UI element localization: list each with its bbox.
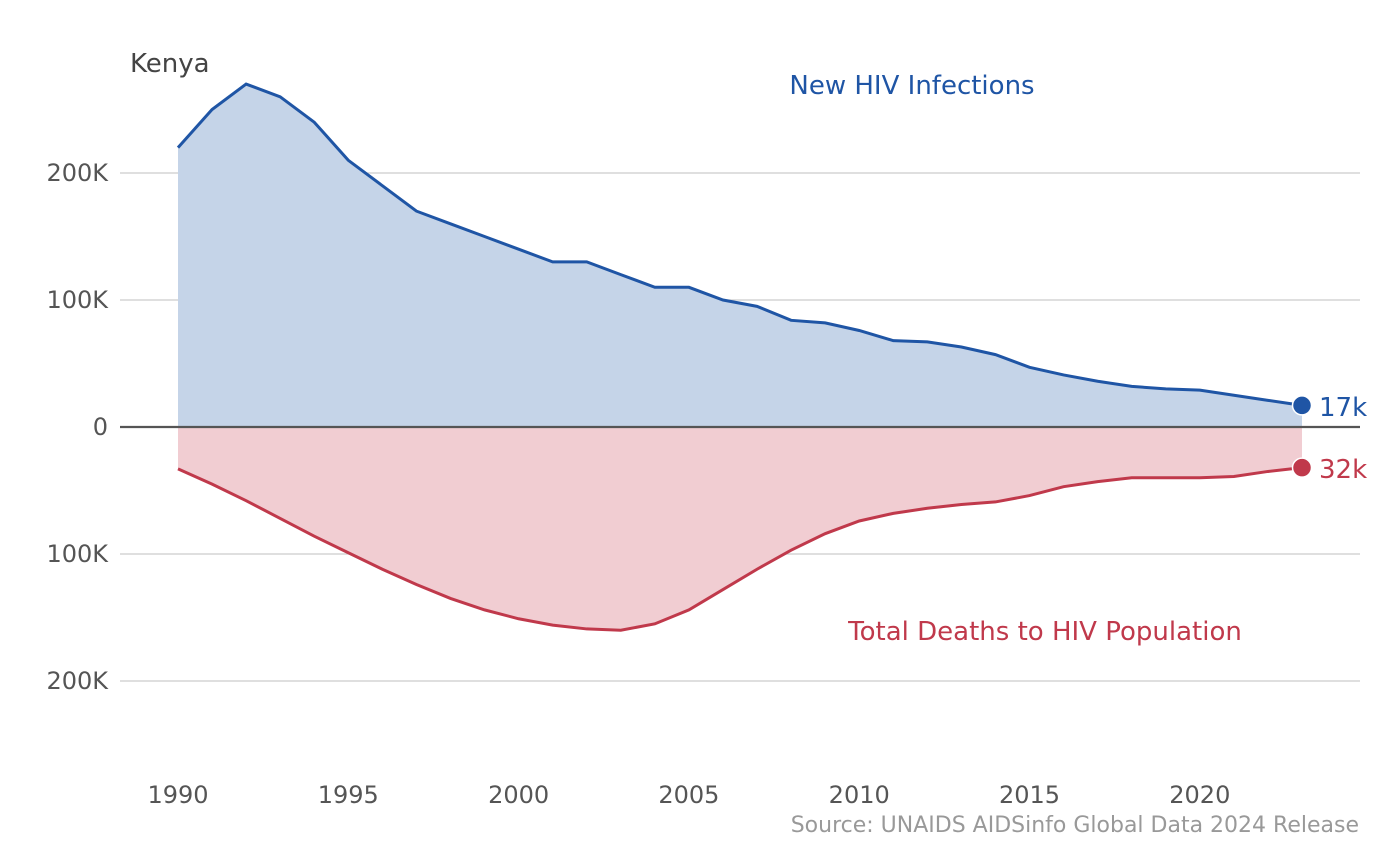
new-infections-area [178, 84, 1302, 427]
y-tick-label: 200K [46, 159, 109, 187]
x-axis-tick-labels: 1990 1995 2000 2005 2010 2015 2020 [147, 781, 1230, 809]
source-note: Source: UNAIDS AIDSinfo Global Data 2024… [791, 813, 1359, 838]
deaths-line [177, 466, 1303, 632]
new-infections-end-point [1291, 395, 1313, 416]
data-points [1291, 395, 1313, 478]
deaths-end-point [1291, 457, 1313, 478]
x-tick-label: 2020 [1169, 781, 1230, 809]
x-tick-label: 2005 [658, 781, 719, 809]
x-tick-label: 1995 [318, 781, 379, 809]
end-value-deaths: 32k [1319, 455, 1367, 485]
x-tick-label: 2015 [999, 781, 1060, 809]
series-label-new-infections: New HIV Infections [789, 71, 1034, 101]
y-tick-label: 100K [46, 540, 109, 568]
y-tick-label: 100K [46, 286, 109, 314]
x-tick-label: 2000 [488, 781, 549, 809]
deaths-area [178, 427, 1302, 631]
y-tick-label: 200K [46, 667, 109, 695]
new-infections-line [176, 82, 1303, 407]
x-tick-label: 1990 [147, 781, 208, 809]
series-label-deaths: Total Deaths to HIV Population [847, 617, 1242, 647]
y-tick-label: 0 [93, 413, 108, 441]
chart-title: Kenya [130, 49, 210, 79]
y-axis-tick-labels: 200K 100K 0 100K 200K [46, 159, 109, 695]
end-value-new-infections: 17k [1319, 393, 1367, 423]
x-tick-label: 2010 [829, 781, 890, 809]
